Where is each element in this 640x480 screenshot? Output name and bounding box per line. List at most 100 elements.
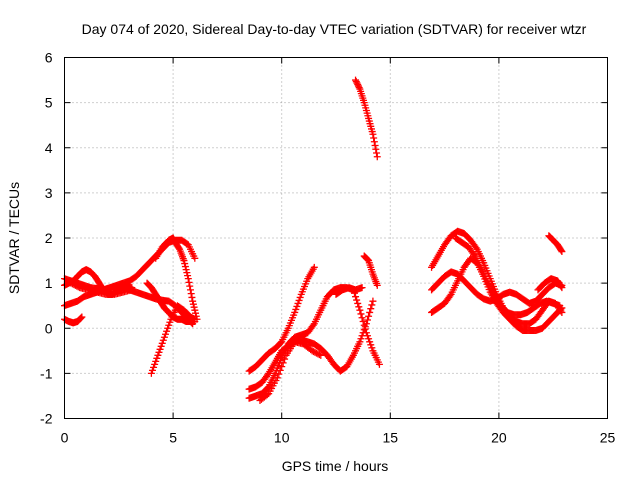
data-point	[363, 332, 371, 340]
data-point	[190, 303, 198, 311]
data-point	[352, 293, 360, 301]
data-point	[294, 299, 302, 307]
data-point	[472, 244, 480, 252]
data-point	[363, 316, 371, 324]
data-point	[188, 293, 196, 301]
data-point	[365, 335, 373, 343]
data-point	[281, 355, 289, 363]
data-point	[373, 149, 381, 157]
data-point	[558, 284, 566, 292]
data-point	[154, 351, 162, 359]
data-point	[184, 275, 192, 283]
series-arc13	[332, 284, 366, 298]
data-point	[181, 260, 189, 268]
data-point	[153, 354, 161, 362]
data-point	[180, 257, 188, 265]
data-layer	[61, 76, 566, 404]
x-tick-label: 10	[274, 430, 290, 446]
chart-title: Day 074 of 2020, Sidereal Day-to-day VTE…	[82, 21, 587, 37]
data-point	[150, 363, 158, 371]
y-tick-label: 6	[45, 50, 53, 66]
data-point	[152, 357, 160, 365]
data-point	[310, 263, 318, 271]
data-point	[363, 255, 371, 263]
data-point	[296, 293, 304, 301]
data-point	[356, 338, 364, 346]
data-point	[357, 310, 365, 318]
data-point	[292, 305, 300, 313]
data-point	[362, 329, 370, 337]
y-tick-label: -2	[40, 411, 53, 427]
data-point	[128, 286, 136, 294]
data-point	[76, 314, 84, 322]
data-point	[367, 341, 375, 349]
data-point	[158, 339, 166, 347]
data-point	[191, 254, 199, 262]
data-point	[278, 363, 286, 371]
data-point	[365, 312, 373, 320]
data-point	[147, 369, 155, 377]
data-point	[369, 297, 377, 305]
data-point	[148, 366, 156, 374]
data-point	[163, 327, 171, 335]
data-point	[360, 321, 368, 329]
data-point	[192, 309, 200, 317]
data-point	[279, 359, 287, 367]
series-arc20	[545, 232, 566, 256]
data-point	[470, 251, 478, 259]
data-point	[157, 342, 165, 350]
y-tick-label: 2	[45, 230, 53, 246]
data-point	[368, 301, 376, 309]
data-point	[353, 79, 361, 87]
data-point	[357, 335, 365, 343]
data-point	[182, 266, 190, 274]
data-point	[356, 306, 364, 314]
data-point	[192, 312, 200, 320]
data-point	[155, 348, 163, 356]
series-arc10	[245, 297, 377, 393]
data-point	[371, 141, 379, 149]
data-point	[373, 153, 381, 161]
data-point	[189, 297, 197, 305]
series-arc15	[360, 252, 381, 289]
data-point	[275, 370, 283, 378]
data-point	[309, 321, 317, 329]
data-point	[183, 269, 191, 277]
y-tick-label: 0	[45, 320, 53, 336]
data-point	[151, 360, 159, 368]
x-tick-label: 25	[600, 430, 616, 446]
y-axis-label: SDTVAR / TECUs	[6, 182, 22, 294]
data-point	[370, 138, 378, 146]
data-point	[78, 313, 86, 321]
data-point	[368, 344, 376, 352]
data-point	[352, 78, 360, 86]
data-point	[191, 306, 199, 314]
data-point	[375, 360, 383, 368]
data-point	[355, 303, 363, 311]
y-tick-label: 4	[45, 140, 53, 156]
data-point	[164, 324, 172, 332]
data-point	[189, 300, 197, 308]
data-point	[317, 351, 325, 359]
data-point	[358, 284, 366, 292]
data-point	[358, 314, 366, 322]
plot-frame	[64, 57, 608, 419]
data-point	[366, 338, 374, 346]
series-arc4	[61, 313, 86, 327]
data-point	[293, 302, 301, 310]
x-tick-label: 5	[169, 430, 177, 446]
y-tick-label: 3	[45, 185, 53, 201]
data-point	[372, 145, 380, 153]
data-point	[370, 134, 378, 142]
data-point	[367, 305, 375, 313]
data-point	[166, 318, 174, 326]
series-arc8	[152, 234, 201, 323]
data-point	[193, 315, 201, 323]
data-point	[373, 281, 381, 289]
series-arc16	[428, 227, 566, 328]
data-point	[181, 263, 189, 271]
data-point	[186, 282, 194, 290]
data-point	[359, 317, 367, 325]
data-point	[156, 345, 164, 353]
data-point	[161, 330, 169, 338]
